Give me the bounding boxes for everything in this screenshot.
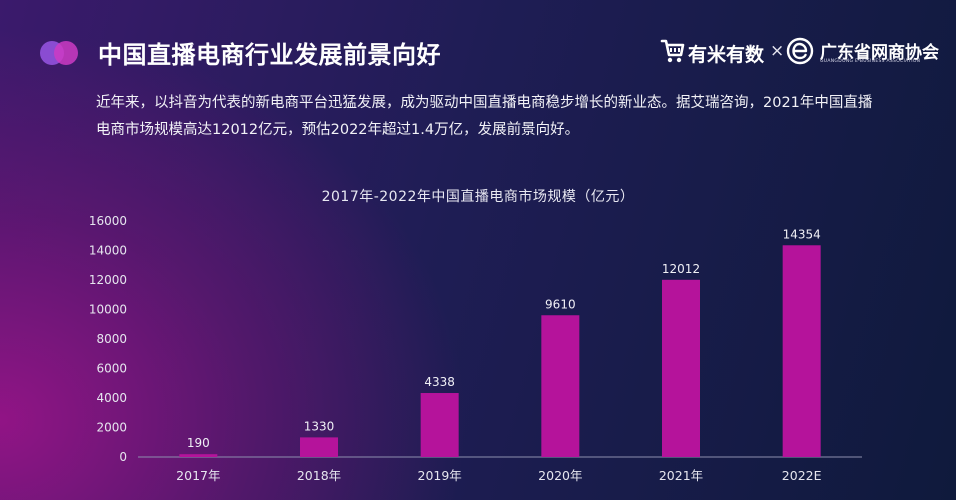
data-label: 4338 [424, 375, 455, 389]
y-tick-label: 2000 [96, 421, 127, 435]
bar [662, 279, 700, 457]
data-label: 190 [187, 436, 210, 450]
data-label: 12012 [662, 262, 700, 276]
x-tick-label: 2022E [782, 468, 822, 483]
y-tick-label: 14000 [89, 244, 127, 258]
overlapping-circles-logo-icon [40, 41, 78, 65]
chart-title: 2017年-2022年中国直播电商市场规模（亿元） [321, 189, 635, 205]
x-tick-label: 2021年 [659, 468, 703, 483]
brand-subtitle-association: GUANGDONG E-BUSINESS ASSOCIATION [820, 59, 921, 64]
data-label: 1330 [304, 419, 335, 433]
y-tick-label: 16000 [89, 214, 127, 228]
bar [179, 454, 218, 457]
brand-name-association: 广东省网商协会 [820, 43, 939, 63]
bar [420, 393, 459, 457]
y-tick-label: 4000 [96, 391, 127, 405]
x-tick-label: 2017年 [176, 468, 220, 483]
association-e-logo-icon [786, 37, 814, 65]
bar [782, 245, 821, 457]
y-tick-label: 6000 [96, 362, 127, 376]
x-tick-label: 2019年 [418, 468, 462, 483]
page-title: 中国直播电商行业发展前景向好 [98, 41, 441, 69]
brand-logos: 有米有数 × 广东省网商协会 GUANGDONG E-BUSINESS ASSO… [660, 37, 950, 67]
data-label: 14354 [783, 227, 821, 241]
brand-separator: × [770, 41, 785, 61]
intro-paragraph: 近年来，以抖音为代表的新电商平台迅猛发展，成为驱动中国直播电商稳步增长的新业态。… [96, 95, 873, 138]
y-tick-label: 8000 [96, 332, 127, 346]
header: 中国直播电商行业发展前景向好 有米有数 × 广东省网商协会 GUANGDONG … [0, 0, 956, 80]
youmi-cart-icon [660, 39, 685, 63]
y-tick-label: 10000 [89, 303, 127, 317]
brand-name-youmi: 有米有数 [688, 44, 765, 66]
y-tick-label: 12000 [89, 273, 127, 287]
bar [300, 437, 338, 457]
bar [541, 315, 580, 457]
y-tick-label: 0 [119, 450, 127, 464]
x-tick-label: 2020年 [538, 468, 582, 483]
x-tick-label: 2018年 [297, 468, 341, 483]
data-label: 9610 [545, 297, 576, 311]
